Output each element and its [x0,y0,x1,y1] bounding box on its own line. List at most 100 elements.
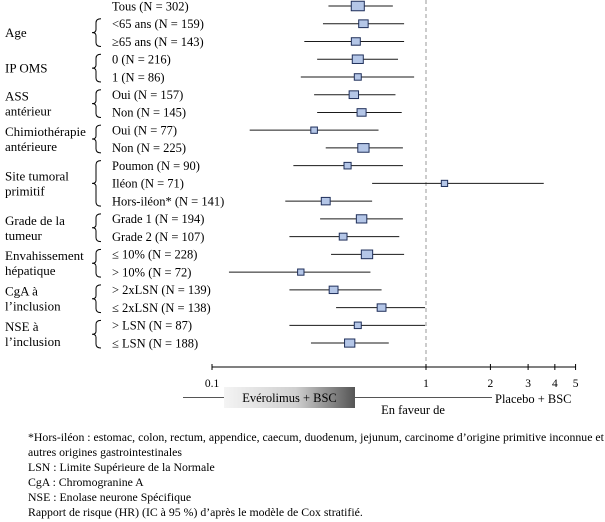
hr-marker [358,19,369,29]
row-label: Oui (N = 77) [112,123,177,137]
hr-marker [376,303,387,312]
x-tick-label: 1 [423,378,429,390]
forest-row: ≤ 2xLSN (N = 138) [112,301,426,315]
x-tick-label: 3 [525,378,531,390]
footnote-hors-ileon: *Hors-iléon : estomac, colon, rectum, ap… [28,430,604,459]
group-brace [91,319,102,349]
group-brace [91,18,102,47]
row-label: > 10% (N = 72) [112,265,191,279]
forest-row: ≤ 10% (N = 228) [112,248,405,262]
footnote-cga: CgA : Chromogranine A [28,475,144,489]
hr-marker [356,108,367,117]
favours-caption: En faveur de [381,403,445,417]
forest-row: Tous (N = 302) [112,0,393,13]
footnote-hazard-ratio: Rapport de risque (HR) (IC à 95 %) d’apr… [28,505,363,519]
group-label: NSE à [5,319,39,334]
favours-annotation: Evérolimus + BSC En faveur de Placebo + … [183,387,572,417]
group-label: tumeur [5,228,42,243]
row-label: ≤ 10% (N = 228) [112,248,197,262]
forest-row: Grade 1 (N = 194) [112,212,403,226]
hr-marker [328,285,339,295]
forest-plot: Tous (N = 302) <65 ans (N = 159) ≥65 ans (… [5,0,579,417]
row-label: Tous (N = 302) [112,0,189,13]
forest-row: Oui (N = 157) [112,88,396,102]
forest-row: Oui (N = 77) [112,123,379,137]
favours-everolimus-box [224,387,355,408]
hr-marker [357,143,370,153]
hr-marker [355,214,368,224]
group-label: l’inclusion [5,334,61,349]
hr-marker [310,126,318,134]
hr-marker [353,73,362,81]
row-label: ≥65 ans (N = 143) [112,35,204,49]
favours-everolimus-label: Evérolimus + BSC [242,391,337,405]
hr-marker [350,37,361,46]
forest-row: Hors-iléon* (N = 141) [112,194,373,208]
x-tick-label: 0.1 [205,378,220,390]
group-label: IP OMS [5,61,48,76]
forest-row: Poumon (N = 90) [112,159,403,173]
forest-row: Iléon (N = 71) [112,177,544,191]
row-label: > 2xLSN (N = 139) [112,283,211,297]
row-label: ≤ 2xLSN (N = 138) [112,301,211,315]
group-brace [91,89,102,118]
row-label: 0 (N = 216) [112,53,171,67]
row-label: <65 ans (N = 159) [112,17,204,31]
row-label: Hors-iléon* (N = 141) [112,194,224,208]
forest-row: Non (N = 145) [112,106,402,120]
row-label: 1 (N = 86) [112,70,165,84]
group-label: Envahissement [5,248,84,263]
forest-row: Non (N = 225) [112,141,403,155]
forest-row: > LSN (N = 87) [112,319,426,333]
footnotes: *Hors-iléon : estomac, colon, rectum, ap… [28,430,604,520]
forest-row: ≤ LSN (N = 188) [112,336,389,350]
forest-row: > 2xLSN (N = 139) [112,283,382,297]
hr-marker [353,321,362,330]
forest-row: Grade 2 (N = 107) [112,230,400,244]
row-label: Grade 2 (N = 107) [112,230,204,244]
footnote-nse: NSE : Enolase neurone Spécifique [28,490,192,504]
forest-row: 0 (N = 216) [112,53,399,67]
x-tick-label: 2 [488,378,494,390]
hr-marker [440,179,449,187]
row-label: Iléon (N = 71) [112,177,184,191]
hr-marker [350,0,365,12]
forest-row: <65 ans (N = 159) [112,17,405,31]
group-label: hépatique [5,263,56,278]
group-brace [91,160,102,207]
forest-rows: Tous (N = 302) <65 ans (N = 159) ≥65 ans (… [112,0,544,350]
forest-row: 1 (N = 86) [112,70,415,84]
row-label: > LSN (N = 87) [112,319,192,333]
row-label: Poumon (N = 90) [112,159,200,173]
forest-row: ≥65 ans (N = 143) [112,35,405,49]
group-label: antérieure [5,139,57,154]
group-brace [91,213,102,243]
group-label: l’inclusion [5,299,61,314]
group-label: ASS [5,89,29,104]
row-label: Non (N = 225) [112,141,186,155]
row-label: Non (N = 145) [112,106,186,120]
hr-marker [360,249,374,260]
row-label: ≤ LSN (N = 188) [112,336,198,350]
x-ticks: 0.1 1 2 3 4 5 [205,364,579,390]
forest-row: > 10% (N = 72) [112,265,371,279]
group-label: primitif [5,183,45,198]
group-brace [91,284,102,314]
x-tick-label: 4 [552,378,558,390]
group-brace [91,53,102,83]
group-label: Chimiothérapie [5,124,86,139]
group-label: Site tumoral [5,168,69,183]
hr-marker [320,196,331,206]
hr-marker [343,161,352,170]
hr-marker [348,90,360,100]
hr-marker [297,268,305,276]
row-label: Grade 1 (N = 194) [112,212,204,226]
hr-marker [338,232,348,241]
hr-marker [351,54,364,64]
group-label: Grade de la [5,213,65,228]
favours-placebo-label: Placebo + BSC [495,392,572,406]
group-brace [91,248,102,278]
hr-marker [344,338,356,348]
footnote-lsn: LSN : Limite Supérieure de la Normale [28,460,215,474]
